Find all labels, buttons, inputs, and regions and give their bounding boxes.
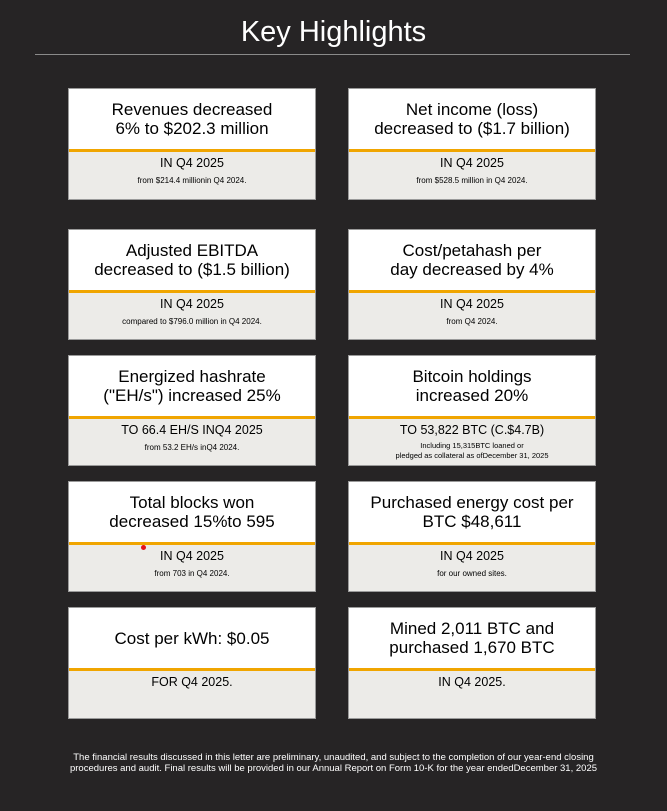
card-cost-per-kwh: Cost per kWh: $0.05 FOR Q4 2025. (68, 607, 316, 719)
card-headline: Revenues decreased 6% to $202.3 million (69, 89, 315, 152)
title-divider (35, 54, 630, 55)
card-energy-cost: Purchased energy cost per BTC $48,611 IN… (348, 481, 596, 592)
card-subtitle: TO 53,822 BTC (C.$4.7B) (399, 423, 545, 437)
card-headline: Energized hashrate ("EH/s") increased 25… (69, 356, 315, 419)
card-note: Including 15,315BTC loaned or pledged as… (395, 441, 549, 460)
card-subtitle: IN Q4 2025 (160, 549, 224, 563)
card-cost-petahash: Cost/petahash per day decreased by 4% IN… (348, 229, 596, 340)
footer-disclaimer: The financial results discussed in this … (69, 752, 598, 774)
card-note: from $528.5 million in Q4 2024. (416, 176, 528, 185)
card-subtitle: IN Q4 2025 (440, 297, 504, 311)
card-note: for our owned sites. (437, 569, 507, 578)
card-note: from $214.4 millionin Q4 2024. (137, 176, 247, 185)
card-bitcoin-holdings: Bitcoin holdings increased 20% TO 53,822… (348, 355, 596, 466)
page-title: Key Highlights (240, 16, 427, 48)
card-subtitle: IN Q4 2025 (160, 156, 224, 170)
card-subtitle: IN Q4 2025 (440, 156, 504, 170)
card-note: from Q4 2024. (446, 317, 498, 326)
card-headline: Net income (loss) decreased to ($1.7 bil… (349, 89, 595, 152)
card-net-income: Net income (loss) decreased to ($1.7 bil… (348, 88, 596, 200)
card-subtitle: IN Q4 2025. (438, 675, 506, 689)
card-subtitle: FOR Q4 2025. (151, 675, 233, 689)
card-note: from 53.2 EH/s inQ4 2024. (144, 443, 240, 452)
red-dot-marker (141, 545, 146, 550)
card-headline: Adjusted EBITDA decreased to ($1.5 billi… (69, 230, 315, 293)
card-revenues: Revenues decreased 6% to $202.3 million … (68, 88, 316, 200)
card-headline: Mined 2,011 BTC and purchased 1,670 BTC (349, 608, 595, 671)
card-headline: Cost per kWh: $0.05 (69, 608, 315, 671)
card-headline: Total blocks won decreased 15%to 595 (69, 482, 315, 545)
card-headline: Cost/petahash per day decreased by 4% (349, 230, 595, 293)
card-mined-purchased: Mined 2,011 BTC and purchased 1,670 BTC … (348, 607, 596, 719)
card-blocks-won: Total blocks won decreased 15%to 595 IN … (68, 481, 316, 592)
card-headline: Bitcoin holdings increased 20% (349, 356, 595, 419)
card-subtitle: IN Q4 2025 (160, 297, 224, 311)
card-note: compared to $796.0 million in Q4 2024. (122, 317, 262, 326)
card-subtitle: TO 66.4 EH/S INQ4 2025 (121, 423, 263, 437)
card-hashrate: Energized hashrate ("EH/s") increased 25… (68, 355, 316, 466)
card-subtitle: IN Q4 2025 (440, 549, 504, 563)
card-headline: Purchased energy cost per BTC $48,611 (349, 482, 595, 545)
card-adjusted-ebitda: Adjusted EBITDA decreased to ($1.5 billi… (68, 229, 316, 340)
card-note: from 703 in Q4 2024. (154, 569, 230, 578)
